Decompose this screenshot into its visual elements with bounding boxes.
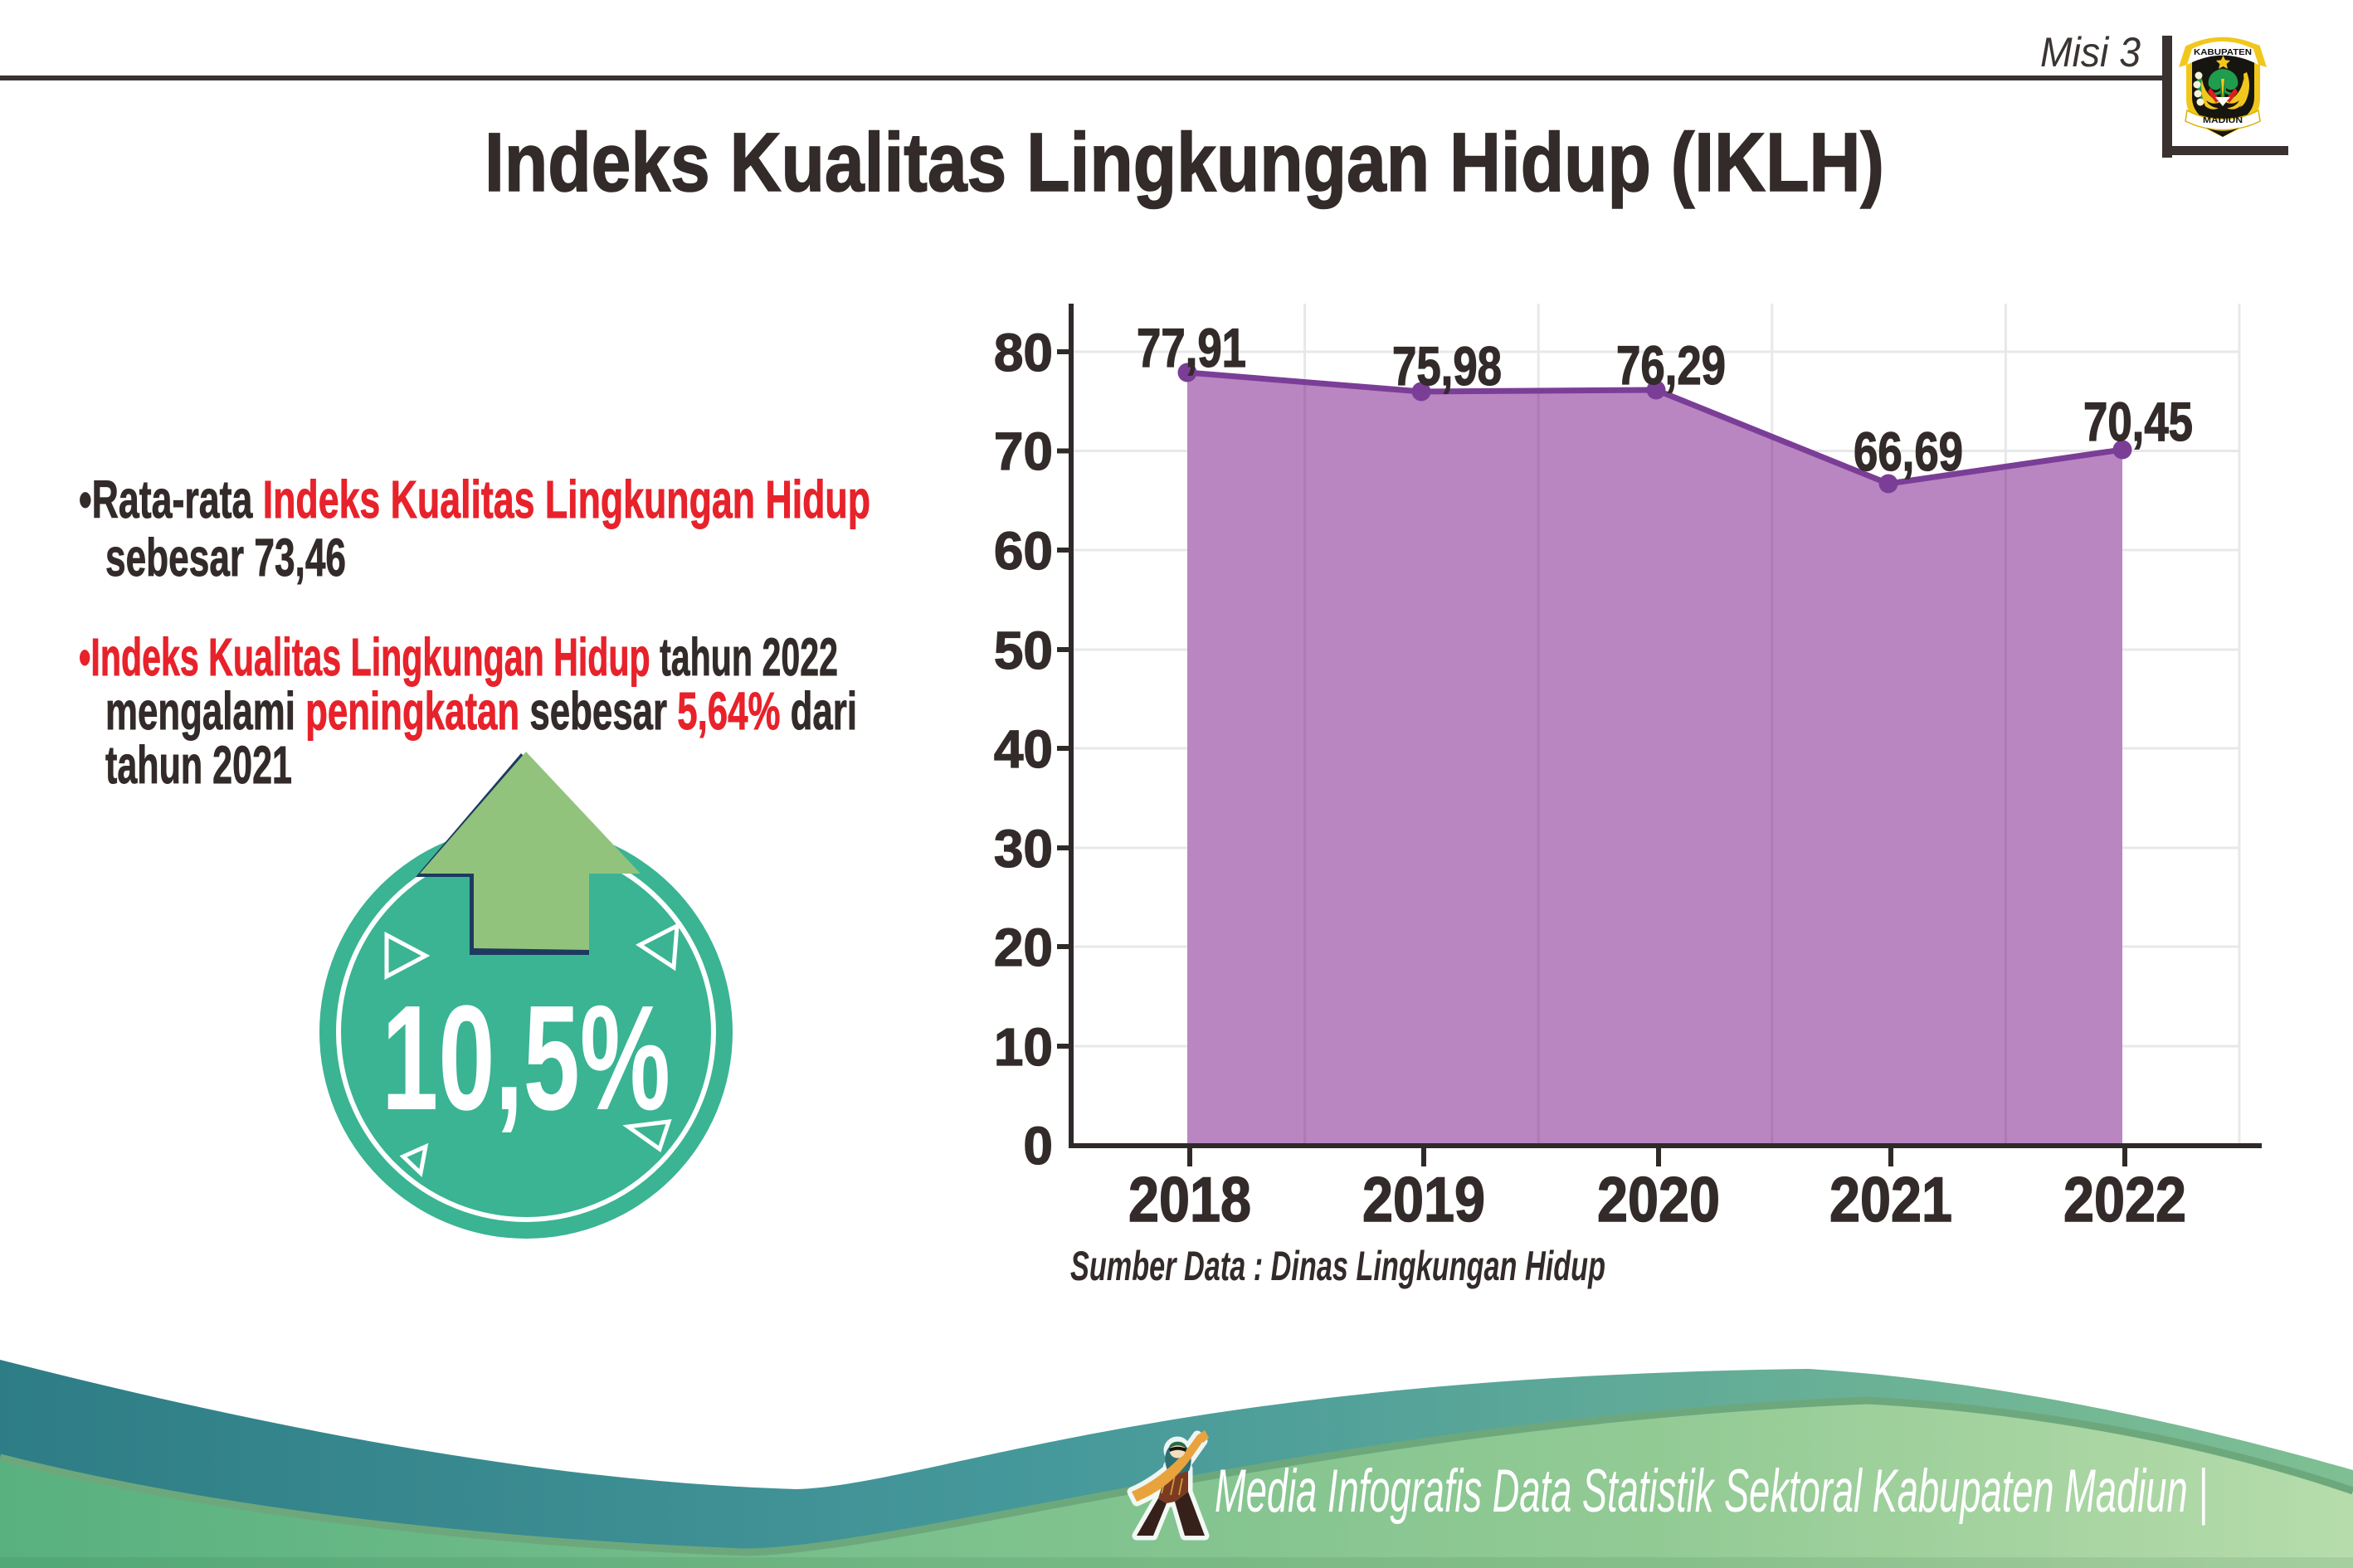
svg-text:KABUPATEN: KABUPATEN [2194,47,2252,57]
svg-text:2021: 2021 [1829,1165,1952,1235]
svg-text:sebesar 73,46: sebesar 73,46 [105,528,346,587]
svg-text:•Indeks Kualitas Lingkungan Hi: •Indeks Kualitas Lingkungan Hidup tahun … [79,627,838,687]
svg-text:2022: 2022 [2063,1165,2186,1235]
svg-text:2018: 2018 [1128,1165,1251,1235]
svg-text:80: 80 [994,323,1053,382]
svg-text:10,5%: 10,5% [382,975,670,1142]
svg-text:76,29: 76,29 [1616,334,1726,396]
svg-text:70,45: 70,45 [2083,391,2193,452]
svg-text:20: 20 [994,918,1053,977]
svg-text:50: 50 [994,621,1053,680]
svg-text:10: 10 [994,1017,1053,1077]
svg-text:30: 30 [994,819,1053,879]
svg-text:•Rata-rata Indeks Kualitas Lin: •Rata-rata Indeks Kualitas Lingkungan Hi… [79,470,870,529]
svg-text:Indeks Kualitas Lingkungan Hid: Indeks Kualitas Lingkungan Hidup (IKLH) [485,116,1884,209]
svg-text:2019: 2019 [1362,1165,1485,1235]
svg-text:66,69: 66,69 [1854,421,1963,482]
svg-text:2020: 2020 [1597,1165,1720,1235]
svg-text:MADIUN: MADIUN [2203,115,2243,125]
svg-text:0: 0 [1023,1116,1053,1176]
svg-text:mengalami peningkatan sebesar: mengalami peningkatan sebesar 5,64% dari [105,681,857,741]
svg-text:Sumber Data : Dinas Lingkungan: Sumber Data : Dinas Lingkungan Hidup [1070,1243,1605,1289]
svg-text:75,98: 75,98 [1392,335,1502,397]
svg-text:60: 60 [994,521,1053,581]
svg-text:40: 40 [994,719,1053,779]
svg-text:Misi 3: Misi 3 [2040,29,2141,75]
svg-text:77,91: 77,91 [1137,317,1246,378]
svg-text:Media Infografis Data Statisti: Media Infografis Data Statistik Sektoral… [1215,1458,2208,1525]
svg-text:tahun 2021: tahun 2021 [105,735,292,795]
svg-text:70: 70 [994,421,1053,481]
